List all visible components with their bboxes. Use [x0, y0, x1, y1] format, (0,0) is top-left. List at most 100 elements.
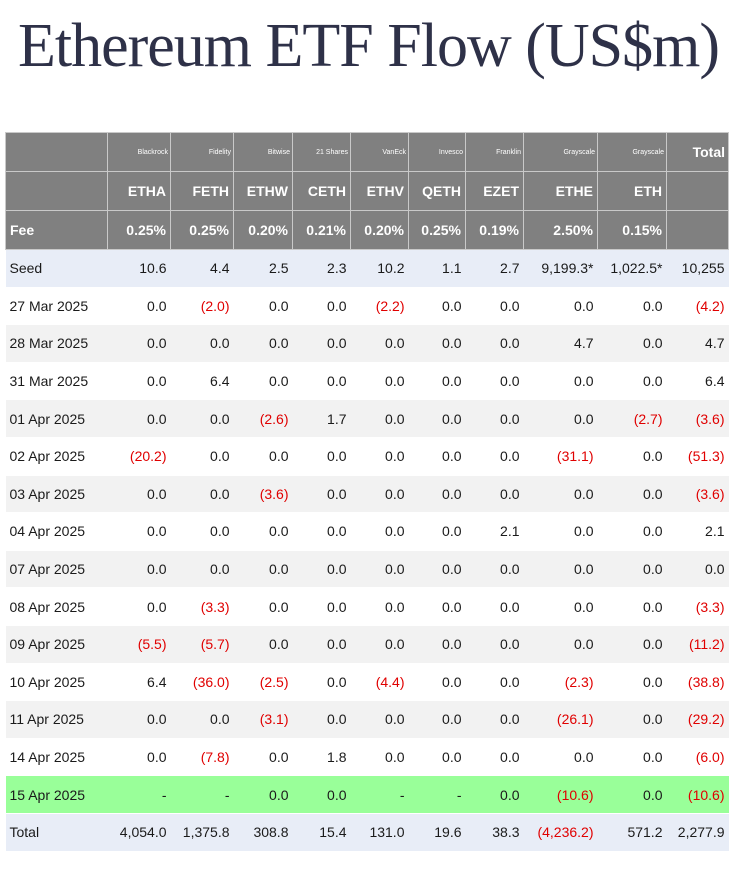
flow-value-cell: 0.0 — [350, 512, 409, 551]
flow-value-cell: 0.0 — [408, 399, 466, 438]
flow-value-cell: (5.7) — [170, 625, 234, 664]
flow-value-cell: (2.5) — [233, 663, 293, 702]
flow-value-cell: 0.0 — [465, 700, 524, 739]
flow-value-cell: 0.0 — [350, 362, 409, 401]
flow-value-cell: 0.0 — [170, 700, 234, 739]
flow-value-cell: 0.0 — [465, 437, 524, 476]
ticker-cell: QETH — [408, 171, 466, 211]
flow-value-cell: 0.0 — [107, 587, 171, 626]
ticker-cell: ETH — [597, 171, 667, 211]
flow-value-cell: 6.4 — [107, 663, 171, 702]
fee-cell: 0.20% — [233, 210, 293, 250]
flow-value-cell: (20.2) — [107, 437, 171, 476]
header-corner-cell — [5, 132, 108, 172]
flow-value-cell: 38.3 — [465, 813, 524, 852]
flow-value-cell: 15.4 — [292, 813, 351, 852]
issuer-cell: Fidelity — [170, 132, 234, 172]
total-header-cell: Total — [666, 132, 729, 172]
flow-value-cell: 0.0 — [597, 475, 667, 514]
flow-value-cell: 0.0 — [170, 512, 234, 551]
flow-value-cell: 0.0 — [408, 475, 466, 514]
flow-value-cell: 0.0 — [465, 738, 524, 777]
flow-value-cell: 0.0 — [170, 324, 234, 363]
flow-value-cell: 0.0 — [350, 587, 409, 626]
flow-value-cell: 0.0 — [465, 475, 524, 514]
flow-value-cell: 0.0 — [107, 512, 171, 551]
flow-value-cell: 0.0 — [408, 287, 466, 326]
flow-value-cell: 0.0 — [170, 475, 234, 514]
flow-value-cell: (5.5) — [107, 625, 171, 664]
flow-value-cell: 0.0 — [408, 587, 466, 626]
issuer-cell: Grayscale — [523, 132, 598, 172]
flow-value-cell: 1.1 — [408, 249, 466, 288]
flow-value-cell: 4.7 — [523, 324, 598, 363]
flow-value-cell: 0.0 — [597, 700, 667, 739]
row-label: 09 Apr 2025 — [5, 625, 108, 664]
header-corner-cell — [5, 171, 108, 211]
flow-value-cell: 0.0 — [597, 437, 667, 476]
flow-value-cell: 0.0 — [233, 550, 293, 589]
flow-value-cell: (3.3) — [170, 587, 234, 626]
flow-row: 11 Apr 2025 0.0 0.0 (3.1) 0.0 0.0 0.0 0.0 (26.1)… — [5, 700, 729, 739]
row-total-cell: (11.2) — [666, 625, 729, 664]
flow-row: 27 Mar 2025 0.0 (2.0) 0.0 0.0 (2.2) 0.0 0.0 0.0 0… — [5, 287, 729, 326]
fee-cell: 2.50% — [523, 210, 598, 250]
flow-value-cell: 0.0 — [292, 700, 351, 739]
flow-value-cell: 0.0 — [170, 550, 234, 589]
flow-value-cell: 0.0 — [465, 399, 524, 438]
fee-cell: 0.19% — [465, 210, 524, 250]
ticker-header-row: ETHA FETH ETHW CETH ETHV QETH EZET ETHE … — [5, 171, 729, 211]
flow-value-cell: 0.0 — [292, 775, 351, 814]
flow-value-cell: (31.1) — [523, 437, 598, 476]
total-row: Total 4,054.0 1,375.8 308.8 15.4 131.0 19.6 38.… — [5, 813, 729, 852]
flow-value-cell: 0.0 — [233, 775, 293, 814]
flow-value-cell: 0.0 — [350, 700, 409, 739]
flow-value-cell: 0.0 — [597, 362, 667, 401]
row-label: 10 Apr 2025 — [5, 663, 108, 702]
row-total-cell: 4.7 — [666, 324, 729, 363]
row-total-cell: (3.3) — [666, 587, 729, 626]
page-title: Ethereum ETF Flow (US$m) — [18, 12, 720, 80]
flow-value-cell: - — [170, 775, 234, 814]
row-label: Seed — [5, 249, 108, 288]
row-label: 03 Apr 2025 — [5, 475, 108, 514]
ticker-cell: CETH — [292, 171, 351, 211]
seed-row: Seed 10.6 4.4 2.5 2.3 10.2 1.1 2.7 9,199.3* 1,022… — [5, 249, 729, 288]
flow-value-cell: 0.0 — [292, 475, 351, 514]
flow-value-cell: (36.0) — [170, 663, 234, 702]
flow-value-cell: 0.0 — [170, 437, 234, 476]
flow-value-cell: 0.0 — [523, 475, 598, 514]
flow-value-cell: 0.0 — [350, 475, 409, 514]
flow-value-cell: 0.0 — [107, 550, 171, 589]
flow-value-cell: 19.6 — [408, 813, 466, 852]
flow-value-cell: 0.0 — [292, 663, 351, 702]
fee-cell: 0.15% — [597, 210, 667, 250]
ticker-cell: ETHA — [107, 171, 171, 211]
issuer-cell: Invesco — [408, 132, 466, 172]
flow-value-cell: 0.0 — [350, 625, 409, 664]
fee-cell: 0.25% — [107, 210, 171, 250]
flow-value-cell: 4.4 — [170, 249, 234, 288]
flow-value-cell: 0.0 — [292, 550, 351, 589]
flow-value-cell: 0.0 — [597, 775, 667, 814]
flow-value-cell: 0.0 — [597, 663, 667, 702]
flow-value-cell: 1,375.8 — [170, 813, 234, 852]
fee-cell: 0.25% — [408, 210, 466, 250]
flow-value-cell: (2.0) — [170, 287, 234, 326]
flow-value-cell: 0.0 — [597, 587, 667, 626]
flow-value-cell: 0.0 — [465, 287, 524, 326]
row-total-cell: (38.8) — [666, 663, 729, 702]
flow-value-cell: 0.0 — [233, 324, 293, 363]
row-label: 11 Apr 2025 — [5, 700, 108, 739]
row-label: 08 Apr 2025 — [5, 587, 108, 626]
row-total-cell: (29.2) — [666, 700, 729, 739]
flow-value-cell: 1.8 — [292, 738, 351, 777]
flow-value-cell: 1,022.5* — [597, 249, 667, 288]
flow-value-cell: 0.0 — [233, 437, 293, 476]
flow-value-cell: 4,054.0 — [107, 813, 171, 852]
flow-value-cell: 0.0 — [107, 287, 171, 326]
row-label: 15 Apr 2025 — [5, 775, 108, 814]
flow-value-cell: 0.0 — [233, 287, 293, 326]
flow-row: 09 Apr 2025 (5.5) (5.7) 0.0 0.0 0.0 0.0 0.0 0.0 0… — [5, 625, 729, 664]
row-total-cell: (3.6) — [666, 399, 729, 438]
